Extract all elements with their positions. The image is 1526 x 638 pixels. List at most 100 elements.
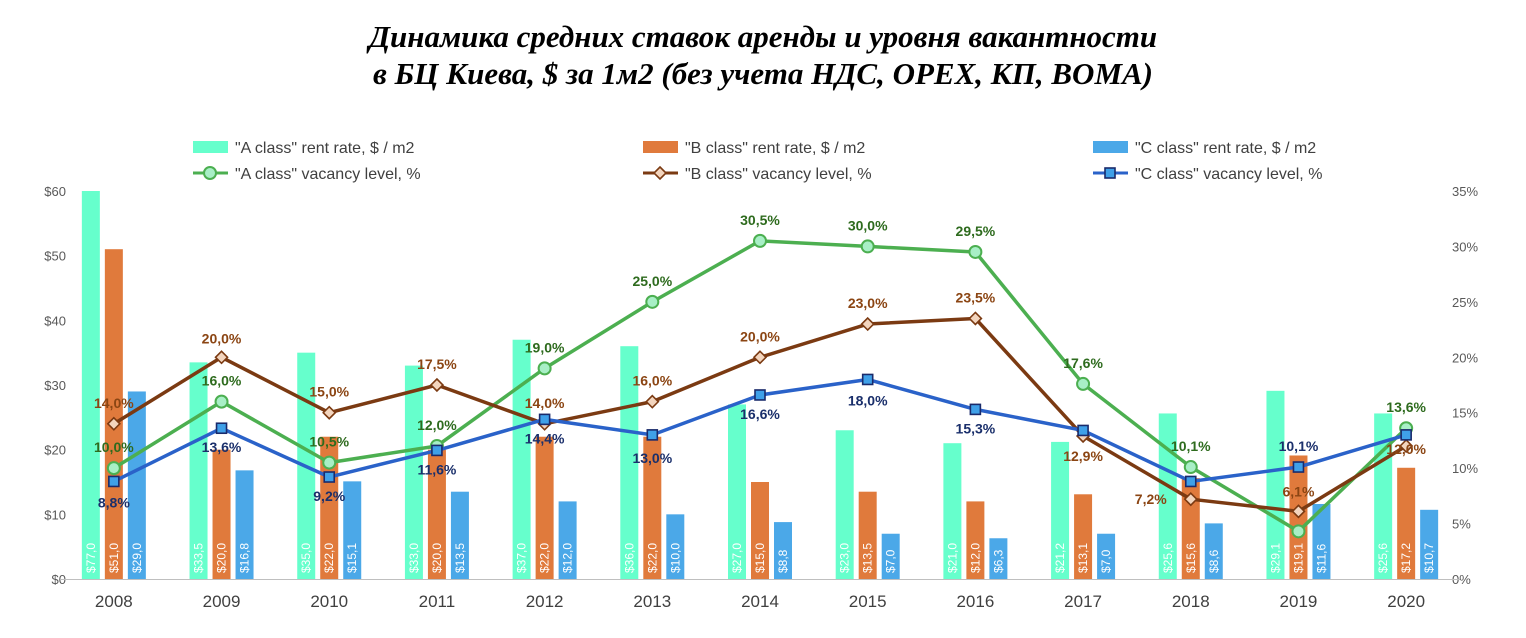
vacancy-label-2-2014: 20,0%: [740, 328, 780, 344]
vacancy-point-1-2016: [968, 244, 983, 259]
legend-label-bar-2: "B class" rent rate, $ / m2: [685, 140, 865, 157]
vacancy-point-2-2019: [1291, 504, 1306, 519]
vacancy-point-3-2015: [861, 373, 874, 386]
vacancy-point-3-2013: [646, 429, 659, 441]
vacancy-point-3-2014: [754, 389, 766, 401]
vacancy-point-3-2010: [323, 471, 336, 483]
vacancy-label-2-2009: 20,0%: [202, 330, 242, 346]
chart-title-line-2: в БЦ Киева, $ за 1м2 (без учета НДС, OPE…: [372, 56, 1154, 91]
bar-1-2019: [1266, 390, 1285, 579]
vacancy-point-1-2018: [1183, 460, 1198, 475]
bar-label-3-2011: $13,5: [453, 543, 467, 573]
vacancy-label-2-2017: 12,9%: [1063, 448, 1103, 464]
bar-2-2009: [212, 449, 231, 579]
vacancy-point-3-2017: [1077, 424, 1089, 437]
vacancy-label-3-2008: 8,8%: [98, 494, 130, 510]
vacancy-label-1-2011: 12,0%: [417, 417, 457, 433]
bar-label-1-2008: $77,0: [84, 543, 98, 573]
vacancy-point-3-2020: [1400, 429, 1412, 441]
y-right-tick-label: 0%: [1452, 572, 1471, 587]
vacancy-label-2-2016: 23,5%: [956, 289, 996, 305]
line-series-group: [106, 233, 1414, 539]
bar-2-2014: [751, 482, 769, 579]
x-tick-label-2012: 2012: [526, 592, 564, 611]
bar-label-1-2012: $37,0: [515, 543, 529, 573]
vacancy-point-3-2012: [538, 413, 551, 426]
y-right-tick-label: 10%: [1452, 461, 1478, 476]
bar-label-2-2018: $15,6: [1184, 543, 1198, 573]
x-tick-label-2019: 2019: [1280, 592, 1318, 611]
x-tick-label-2011: 2011: [419, 592, 456, 611]
bar-label-2-2011: $20,0: [430, 543, 444, 573]
vacancy-point-1-2019: [1291, 524, 1306, 539]
bar-1-2016: [943, 443, 962, 579]
vacancy-point-3-2019: [1292, 461, 1305, 473]
bar-1-2017: [1051, 441, 1070, 579]
bar-3-2010: [343, 481, 362, 579]
y-axis-right: 0% 5% 10% 15% 20% 25% 30% 35%: [1452, 184, 1478, 587]
y-left-tick-label: $60: [44, 184, 66, 199]
vacancy-label-2-2018: 7,2%: [1135, 491, 1167, 507]
y-right-tick-label: 25%: [1452, 295, 1478, 310]
bar-label-1-2019: $29,1: [1268, 543, 1282, 573]
vacancy-point-3-2011: [431, 444, 443, 457]
vacancy-label-3-2012: 14,4%: [525, 430, 565, 446]
vacancy-point-3-2008: [108, 475, 120, 488]
vacancy-point-2-2014: [752, 350, 768, 365]
vacancy-point-1-2009: [214, 394, 229, 409]
vacancy-label-2-2011: 17,5%: [417, 356, 457, 372]
y-left-tick-label: $40: [44, 313, 66, 328]
vacancy-point-2-2009: [214, 350, 229, 365]
vacancy-label-1-2016: 29,5%: [956, 223, 996, 239]
bar-1-2014: [728, 404, 746, 579]
vacancy-label-3-2016: 15,3%: [956, 420, 996, 436]
y-axis-left: $0 $10 $20 $30 $40 $50 $60: [44, 184, 66, 587]
legend-marker-3: [1104, 167, 1116, 179]
chart-title-line-1: Динамика средних ставок аренды и уровня …: [368, 19, 1158, 54]
bar-1-2012: [512, 339, 531, 579]
vacancy-label-2-2010: 15,0%: [309, 384, 349, 400]
bar-label-2-2015: $13,5: [861, 543, 875, 573]
vacancy-label-1-2020: 13,6%: [1386, 399, 1426, 415]
vacancy-point-1-2010: [322, 455, 337, 470]
bar-2-2008: [104, 249, 123, 579]
vacancy-point-3-2009: [215, 422, 228, 435]
y-left-tick-label: $20: [44, 443, 66, 458]
vacancy-label-3-2019: 10,1%: [1279, 438, 1319, 454]
vacancy-label-3-2011: 11,6%: [417, 461, 456, 477]
x-axis: 2008 2009 2010 2011 2012 2013 2014 2015 2016 2017…: [95, 592, 1425, 611]
bar-label-3-2012: $12,0: [561, 543, 575, 573]
bar-3-2020: [1420, 509, 1439, 579]
bar-label-1-2017: $21,2: [1053, 543, 1067, 573]
vacancy-label-1-2014: 30,5%: [740, 212, 780, 228]
bar-2-2015: [858, 491, 877, 579]
vacancy-point-1-2013: [645, 294, 660, 309]
bar-3-2008: [127, 391, 146, 579]
x-tick-label-2016: 2016: [956, 592, 994, 611]
bar-3-2009: [235, 470, 254, 579]
bar-label-3-2017: $7,0: [1099, 549, 1113, 573]
bar-label-1-2014: $27,0: [730, 543, 744, 573]
vacancy-point-1-2017: [1076, 376, 1091, 391]
vacancy-point-3-2016: [969, 403, 982, 416]
vacancy-point-1-2012: [537, 361, 552, 376]
vacancy-point-2-2013: [645, 394, 660, 409]
vacancy-point-2-2020: [1399, 438, 1414, 454]
vacancy-label-2-2015: 23,0%: [848, 295, 888, 311]
bar-label-1-2010: $35,0: [299, 543, 313, 573]
vacancy-label-2-2013: 16,0%: [632, 373, 672, 389]
vacancy-point-2-2010: [322, 405, 337, 420]
bar-label-3-2016: $6,3: [991, 549, 1005, 573]
vacancy-label-1-2013: 25,0%: [632, 273, 672, 289]
bar-1-2011: [404, 365, 423, 579]
vacancy-label-2-2019: 6,1%: [1283, 483, 1315, 499]
bar-3-2014: [774, 522, 792, 579]
bar-label-3-2019: $11,6: [1314, 544, 1328, 573]
x-tick-label-2018: 2018: [1172, 592, 1210, 611]
vacancy-label-3-2015: 18,0%: [848, 392, 888, 408]
vacancy-point-1-2015: [860, 239, 875, 254]
y-right-tick-label: 5%: [1452, 517, 1471, 532]
x-tick-label-2014: 2014: [741, 592, 779, 611]
x-tick-label-2015: 2015: [849, 592, 887, 611]
